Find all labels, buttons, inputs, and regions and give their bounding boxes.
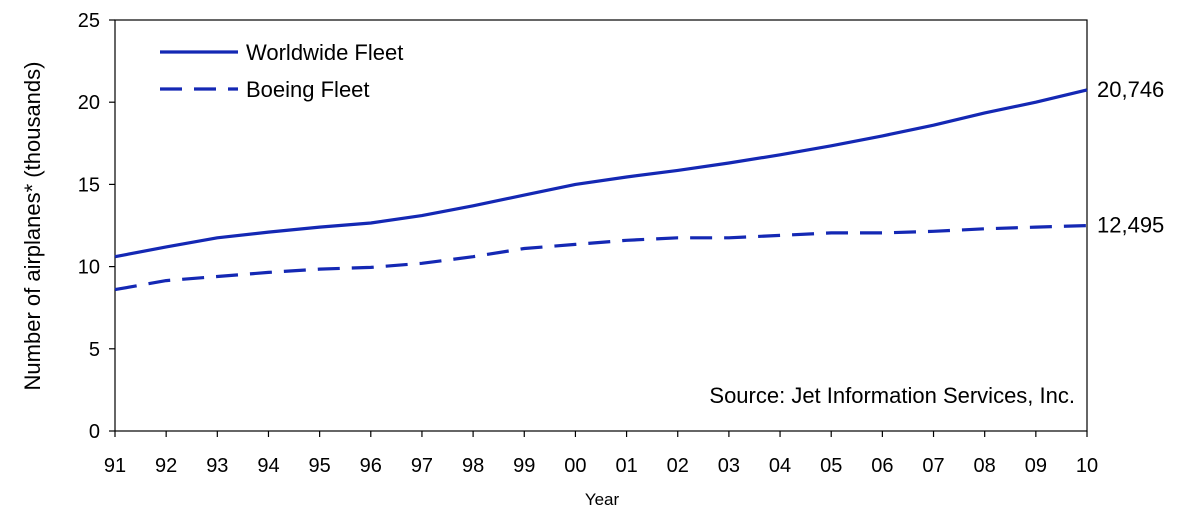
x-tick-label: 03 — [718, 455, 740, 477]
x-tick-label: 09 — [1025, 455, 1047, 477]
y-tick-label: 5 — [89, 339, 100, 361]
x-tick-label: 04 — [769, 455, 791, 477]
x-tick-label: 06 — [871, 455, 893, 477]
legend-label: Worldwide Fleet — [246, 40, 403, 65]
x-tick-label: 08 — [974, 455, 996, 477]
x-tick-label: 01 — [615, 455, 637, 477]
x-axis-label: Year — [585, 490, 620, 509]
x-tick-label: 02 — [667, 455, 689, 477]
legend-label: Boeing Fleet — [246, 77, 370, 102]
end-labels: 20,746 12,495 — [1097, 77, 1164, 238]
x-tick-label: 97 — [411, 455, 433, 477]
x-tick-label: 96 — [360, 455, 382, 477]
x-tick-label: 93 — [206, 455, 228, 477]
y-axis-label: Number of airplanes* (thousands) — [20, 62, 45, 391]
source-annotation: Source: Jet Information Services, Inc. — [709, 383, 1075, 408]
x-tick-label: 05 — [820, 455, 842, 477]
x-tick-label: 99 — [513, 455, 535, 477]
x-tick-label: 92 — [155, 455, 177, 477]
series-line-worldwide-fleet — [114, 88, 1088, 259]
x-tick-label: 10 — [1076, 455, 1098, 477]
series-end-label: 20,746 — [1097, 77, 1164, 102]
x-tick-label: 00 — [564, 455, 586, 477]
x-tick-labels: 91 92 93 94 95 96 97 98 99 00 01 02 03 04 05 06 07 08 09 10 — [104, 455, 1098, 477]
y-tick-label: 15 — [78, 174, 100, 196]
y-tick-label: 25 — [78, 10, 100, 32]
series-line-boeing-fleet — [114, 224, 1088, 292]
x-tick-label: 07 — [922, 455, 944, 477]
series-end-label: 12,495 — [1097, 213, 1164, 238]
x-tick-label: 94 — [257, 455, 279, 477]
x-tick-label: 95 — [309, 455, 331, 477]
y-tick-label: 20 — [78, 92, 100, 114]
y-tick-label: 10 — [78, 257, 100, 279]
plot-frame — [114, 19, 1088, 432]
x-tick-label: 98 — [462, 455, 484, 477]
legend: Worldwide Fleet Boeing Fleet — [160, 40, 403, 102]
series-lines — [114, 88, 1088, 292]
y-tick-labels: 0 5 10 15 20 25 — [78, 10, 100, 443]
axes — [109, 19, 1088, 437]
y-tick-label: 0 — [89, 421, 100, 443]
x-tick-label: 91 — [104, 455, 126, 477]
